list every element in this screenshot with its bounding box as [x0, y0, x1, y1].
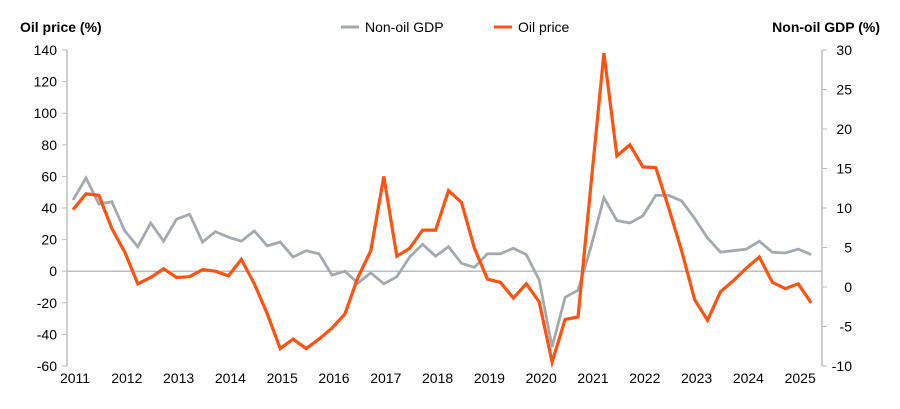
left-tick-label: -20 — [37, 295, 57, 311]
right-tick-label: -5 — [840, 319, 853, 335]
legend-label-oil-price: Oil price — [518, 19, 570, 35]
x-tick-label: 2023 — [681, 370, 712, 386]
right-axis-title: Non-oil GDP (%) — [772, 19, 880, 35]
legend: Non-oil GDP Oil price — [341, 19, 570, 35]
x-tick-label: 2011 — [60, 370, 90, 386]
right-tick-label: 5 — [844, 240, 852, 256]
right-tick-label: 0 — [844, 279, 852, 295]
x-tick-label: 2016 — [318, 370, 349, 386]
series-line-oil-price — [73, 53, 811, 362]
left-tick-label: 40 — [41, 200, 57, 216]
right-tick-label: 15 — [836, 161, 852, 177]
x-tick-label: 2018 — [422, 370, 453, 386]
x-tick-label: 2019 — [474, 370, 505, 386]
left-tick-label: -40 — [37, 326, 57, 342]
left-tick-label: 140 — [34, 42, 58, 58]
left-tick-label: -60 — [37, 358, 57, 374]
right-tick-label: 10 — [836, 200, 852, 216]
left-tick-label: 100 — [34, 105, 58, 121]
right-tick-label: 25 — [836, 82, 852, 98]
x-tick-label: 2021 — [577, 370, 608, 386]
right-tick-label: 30 — [836, 42, 852, 58]
series-line-non-oil-gdp — [73, 178, 811, 347]
left-axis-title: Oil price (%) — [20, 19, 102, 35]
x-tick-label: 2017 — [370, 370, 401, 386]
x-tick-label: 2012 — [111, 370, 142, 386]
left-tick-label: 20 — [41, 232, 57, 248]
x-tick-label: 2025 — [785, 370, 816, 386]
left-tick-label: 80 — [41, 137, 57, 153]
right-tick-label: 20 — [836, 121, 852, 137]
left-tick-label: 120 — [34, 74, 58, 90]
x-tick-label: 2020 — [526, 370, 557, 386]
legend-label-non-oil-gdp: Non-oil GDP — [365, 19, 444, 35]
left-tick-label: 60 — [41, 168, 57, 184]
x-tick-label: 2014 — [215, 370, 246, 386]
x-tick-label: 2024 — [733, 370, 764, 386]
left-tick-label: 0 — [49, 263, 57, 279]
x-tick-label: 2013 — [163, 370, 194, 386]
right-tick-label: -10 — [832, 358, 852, 374]
x-tick-label: 2015 — [267, 370, 298, 386]
x-tick-label: 2022 — [629, 370, 660, 386]
